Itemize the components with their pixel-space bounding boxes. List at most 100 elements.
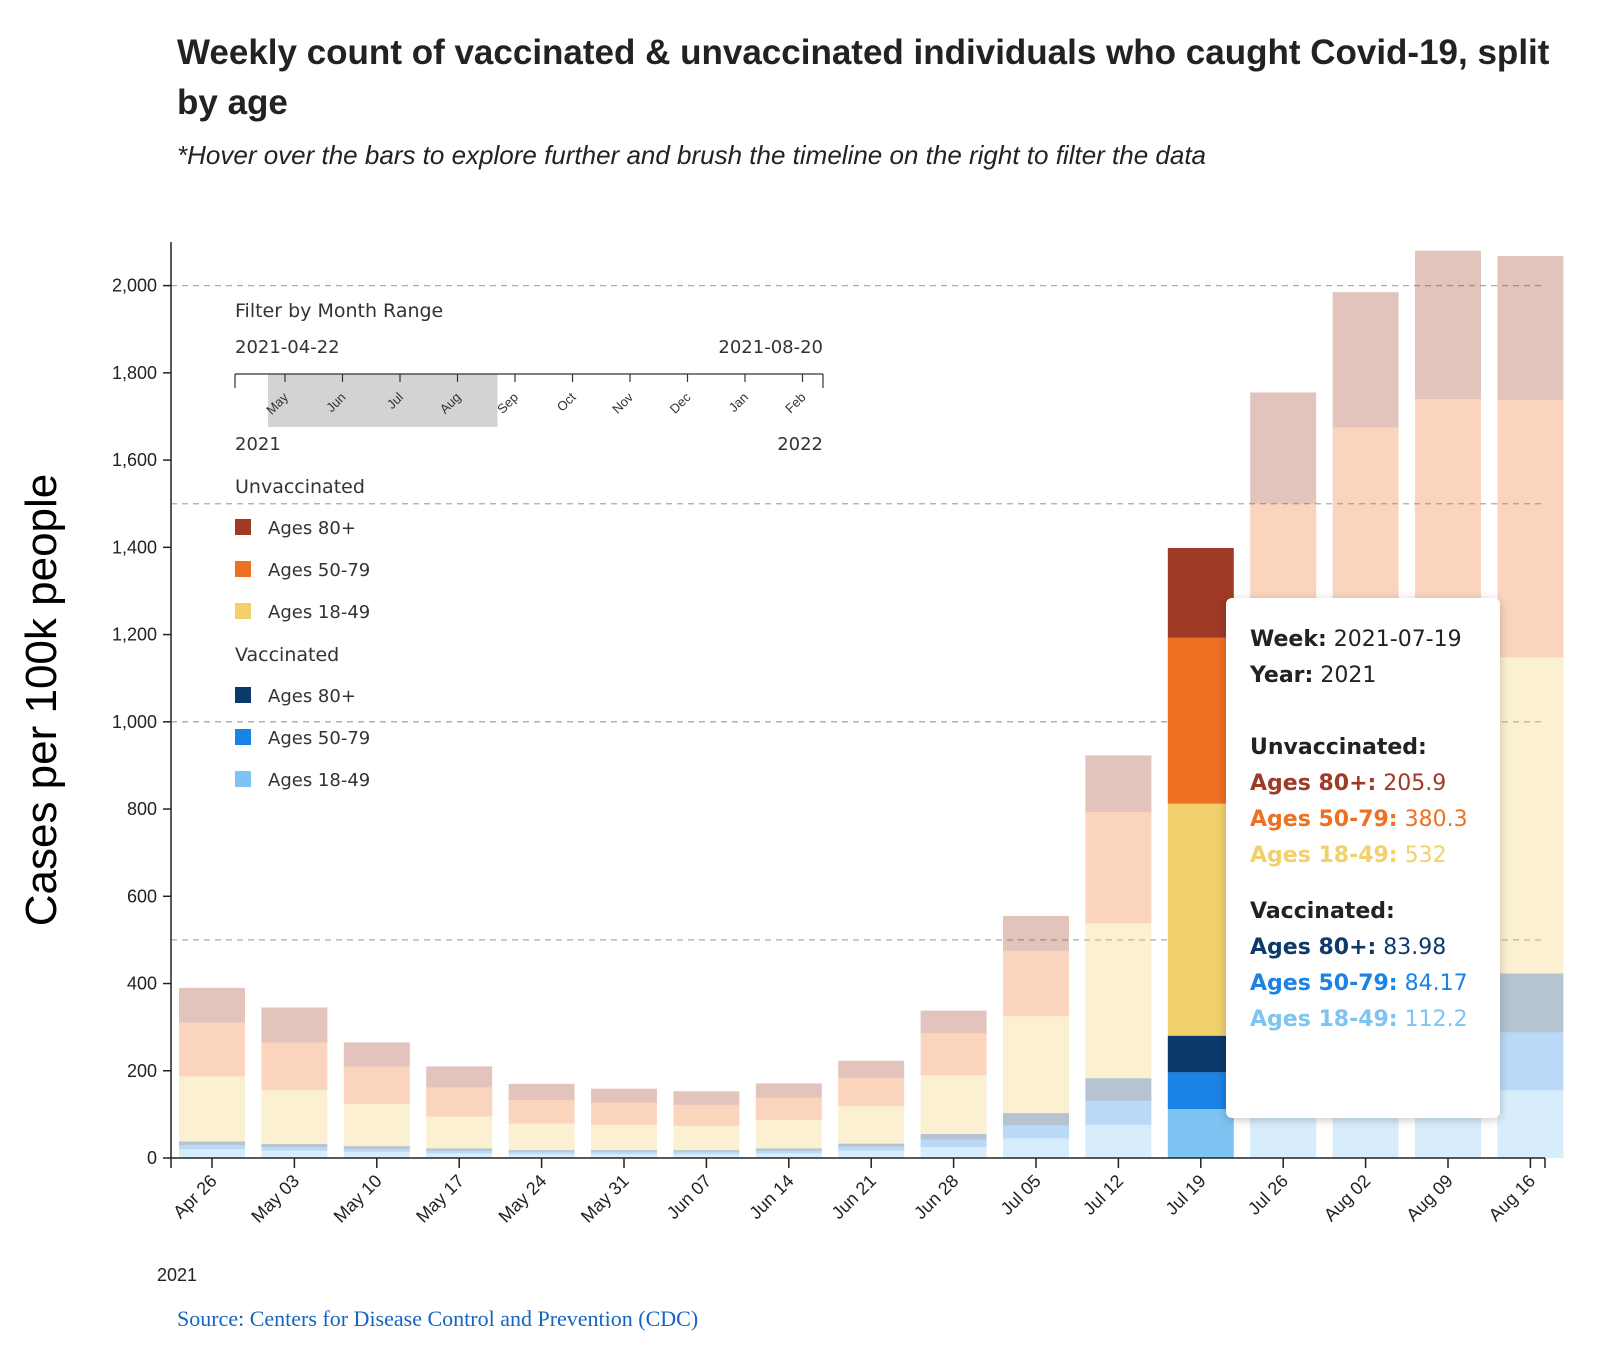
bar-segment[interactable] [1497,1090,1564,1158]
bar-segment[interactable] [508,1123,575,1151]
bar-segment[interactable] [261,1144,328,1148]
bar-segment[interactable] [1497,657,1564,974]
x-tick-label: Jun 14 [745,1171,797,1223]
bar-segment[interactable] [755,1148,822,1151]
tooltip-row-label: Ages 18-49: [1250,843,1398,868]
bar-segment[interactable] [508,1083,575,1100]
bar-segment[interactable] [755,1120,822,1149]
bar-segment[interactable] [920,1075,987,1135]
bar-segment[interactable] [755,1083,822,1098]
bar-segment[interactable] [1085,923,1152,1079]
bar-segment[interactable] [261,1150,328,1158]
bar-segment[interactable] [261,1089,328,1145]
legend-item-label: Ages 80+ [268,686,356,707]
bar-segment[interactable] [426,1116,493,1149]
bar-segment[interactable] [1167,803,1234,1036]
bar-segment[interactable] [426,1150,493,1154]
tooltip-row-label: Ages 50-79: [1250,807,1398,832]
bar-segment[interactable] [179,1022,245,1077]
bar-segment[interactable] [508,1154,575,1158]
bar-segment[interactable] [673,1150,740,1152]
bar-segment[interactable] [591,1088,657,1103]
bar-segment[interactable] [179,1141,245,1145]
bar-segment[interactable] [673,1091,740,1105]
bar-segment[interactable] [343,1042,410,1067]
bar-segment[interactable] [1167,1035,1234,1073]
bar-segment[interactable] [261,1007,328,1043]
bar-segment[interactable] [673,1154,740,1158]
bar-segment[interactable] [1003,1113,1069,1126]
bar-segment[interactable] [426,1153,493,1158]
bar-segment[interactable] [1085,755,1152,813]
bar-segment[interactable] [591,1151,657,1155]
bar-segment[interactable] [508,1099,575,1124]
bar-segment[interactable] [591,1102,657,1125]
bar-segment[interactable] [1085,1100,1152,1125]
bar-segment[interactable] [1497,1032,1564,1091]
bar-segment[interactable] [261,1042,328,1090]
bar-segment[interactable] [838,1077,905,1107]
bar-segment[interactable] [508,1150,575,1152]
bar-segment[interactable] [343,1146,410,1149]
bar-segment[interactable] [591,1154,657,1158]
bar-segment[interactable] [1003,1125,1069,1139]
bar-segment[interactable] [1085,812,1152,924]
bar-segment[interactable] [673,1104,740,1126]
tooltip-unvax-header: Unvaccinated: [1250,730,1500,766]
bar-segment[interactable] [1167,547,1234,638]
bar-segment[interactable] [920,1139,987,1148]
bar-segment[interactable] [591,1150,657,1152]
bar-segment[interactable] [1003,950,1069,1017]
bar-segment[interactable] [1250,392,1317,504]
bar-segment[interactable] [591,1124,657,1151]
filter-selection[interactable] [268,374,498,427]
x-tick-label: May 17 [412,1171,468,1227]
bar-segment[interactable] [1167,1109,1234,1158]
bar-segment[interactable] [1085,1078,1152,1101]
bar-segment[interactable] [673,1125,740,1151]
source-link[interactable]: Source: Centers for Disease Control and … [177,1306,699,1331]
bar-segment[interactable] [508,1151,575,1155]
bar-segment[interactable] [838,1106,905,1144]
bar-segment[interactable] [838,1146,905,1151]
bar-segment[interactable] [1497,973,1564,1033]
bar-segment[interactable] [838,1060,905,1078]
bar-segment[interactable] [1167,1072,1234,1110]
bar-segment[interactable] [179,1076,245,1142]
tooltip: Week: 2021-07-19 Year: 2021 Unvaccinated… [1226,598,1500,1118]
bar-segment[interactable] [179,1144,245,1150]
bar-segment[interactable] [426,1148,493,1151]
bar-segment[interactable] [920,1010,987,1034]
bar-segment[interactable] [343,1103,410,1147]
bar-segment[interactable] [179,987,245,1023]
bar-segment[interactable] [343,1151,410,1158]
bar-segment[interactable] [179,1149,245,1158]
bar-segment[interactable] [343,1066,410,1104]
x-tick-label: Aug 16 [1485,1171,1539,1225]
bar-segment[interactable] [755,1153,822,1158]
bar-segment[interactable] [261,1147,328,1151]
bar-segment[interactable] [920,1033,987,1076]
bar-segment[interactable] [755,1150,822,1154]
tooltip-row-label: Ages 50-79: [1250,971,1398,996]
bar-segment[interactable] [1332,292,1399,428]
bar-segment[interactable] [920,1147,987,1158]
bar-segment[interactable] [920,1134,987,1140]
bar-segment[interactable] [1497,255,1564,400]
month-range-filter[interactable]: Filter by Month Range 2021-04-22 2021-08-2… [234,300,824,455]
bar-segment[interactable] [1003,1016,1069,1114]
bar-segment[interactable] [1497,399,1564,658]
bar-segment[interactable] [426,1087,493,1117]
bar-segment[interactable] [1003,915,1069,951]
bar-segment[interactable] [426,1066,493,1088]
bar-segment[interactable] [755,1097,822,1121]
y-tick-label: 0 [147,1148,157,1168]
bar-segment[interactable] [343,1148,410,1152]
bar-segment[interactable] [838,1143,905,1147]
bar-segment[interactable] [838,1150,905,1158]
bar-segment[interactable] [673,1151,740,1155]
bar-segment[interactable] [1085,1124,1152,1158]
bar-segment[interactable] [1003,1138,1069,1158]
bar-segment[interactable] [1167,637,1234,804]
bar-segment[interactable] [1415,250,1481,400]
